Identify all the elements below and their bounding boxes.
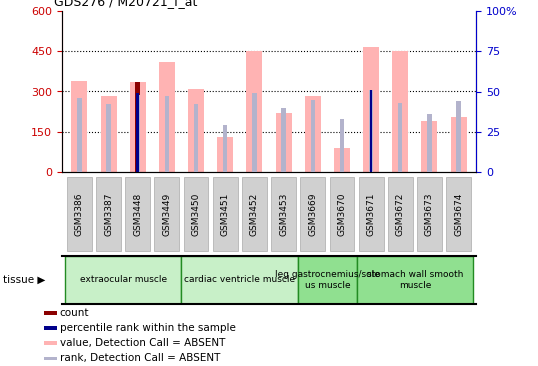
Bar <box>223 125 228 172</box>
FancyBboxPatch shape <box>96 177 121 251</box>
Bar <box>451 117 466 172</box>
FancyBboxPatch shape <box>388 177 413 251</box>
Bar <box>136 82 140 172</box>
Text: GSM3386: GSM3386 <box>75 193 84 236</box>
Bar <box>421 121 437 172</box>
Bar <box>369 90 373 172</box>
Bar <box>281 108 286 172</box>
Bar <box>65 256 181 304</box>
FancyBboxPatch shape <box>154 177 179 251</box>
Text: rank, Detection Call = ABSENT: rank, Detection Call = ABSENT <box>60 354 220 363</box>
Text: stomach wall smooth
muscle: stomach wall smooth muscle <box>367 270 463 290</box>
Text: GSM3671: GSM3671 <box>366 193 376 236</box>
Bar <box>246 51 263 172</box>
Bar <box>136 95 140 172</box>
Bar <box>305 96 321 172</box>
Bar <box>159 62 175 172</box>
Bar <box>194 104 199 172</box>
Bar <box>363 47 379 172</box>
Bar <box>44 311 57 315</box>
Bar <box>339 119 344 172</box>
Text: GSM3448: GSM3448 <box>133 193 142 236</box>
FancyBboxPatch shape <box>183 177 208 251</box>
FancyBboxPatch shape <box>417 177 442 251</box>
Bar <box>392 51 408 172</box>
Bar <box>72 81 87 172</box>
Text: GSM3387: GSM3387 <box>104 193 113 236</box>
Text: GSM3451: GSM3451 <box>221 193 230 236</box>
Bar <box>77 98 82 172</box>
FancyBboxPatch shape <box>271 177 296 251</box>
Text: tissue ▶: tissue ▶ <box>3 275 45 285</box>
Bar <box>298 256 357 304</box>
Bar <box>130 82 146 172</box>
Bar <box>275 113 292 172</box>
Text: GSM3669: GSM3669 <box>308 193 317 236</box>
Bar <box>101 96 117 172</box>
Text: cardiac ventricle muscle: cardiac ventricle muscle <box>184 276 295 284</box>
Bar <box>334 148 350 172</box>
Bar <box>181 256 298 304</box>
Text: leg gastrocnemius/sole
us muscle: leg gastrocnemius/sole us muscle <box>275 270 380 290</box>
Text: GSM3449: GSM3449 <box>162 193 172 236</box>
Text: value, Detection Call = ABSENT: value, Detection Call = ABSENT <box>60 338 225 348</box>
Bar <box>310 100 315 172</box>
Text: GDS276 / M20721_f_at: GDS276 / M20721_f_at <box>54 0 197 8</box>
Text: GSM3450: GSM3450 <box>192 193 201 236</box>
Bar <box>217 137 233 172</box>
Text: percentile rank within the sample: percentile rank within the sample <box>60 323 236 333</box>
Bar <box>427 114 431 172</box>
Text: extraocular muscle: extraocular muscle <box>80 276 167 284</box>
Text: GSM3674: GSM3674 <box>454 193 463 236</box>
Bar <box>44 326 57 330</box>
Text: GSM3673: GSM3673 <box>425 193 434 236</box>
Bar <box>188 89 204 172</box>
FancyBboxPatch shape <box>242 177 267 251</box>
Bar <box>456 101 461 172</box>
Bar <box>370 90 372 172</box>
FancyBboxPatch shape <box>359 177 384 251</box>
Text: GSM3670: GSM3670 <box>337 193 346 236</box>
Bar <box>44 341 57 345</box>
Text: GSM3452: GSM3452 <box>250 193 259 236</box>
Bar <box>137 93 139 172</box>
Bar <box>44 356 57 360</box>
FancyBboxPatch shape <box>300 177 325 251</box>
Text: GSM3453: GSM3453 <box>279 193 288 236</box>
FancyBboxPatch shape <box>67 177 92 251</box>
Bar <box>165 96 169 172</box>
FancyBboxPatch shape <box>446 177 471 251</box>
Bar <box>357 256 473 304</box>
Bar <box>398 103 402 172</box>
FancyBboxPatch shape <box>213 177 238 251</box>
Text: GSM3672: GSM3672 <box>396 193 405 236</box>
Text: count: count <box>60 308 89 318</box>
Bar <box>252 93 257 172</box>
FancyBboxPatch shape <box>330 177 355 251</box>
Bar <box>107 104 111 172</box>
FancyBboxPatch shape <box>125 177 150 251</box>
